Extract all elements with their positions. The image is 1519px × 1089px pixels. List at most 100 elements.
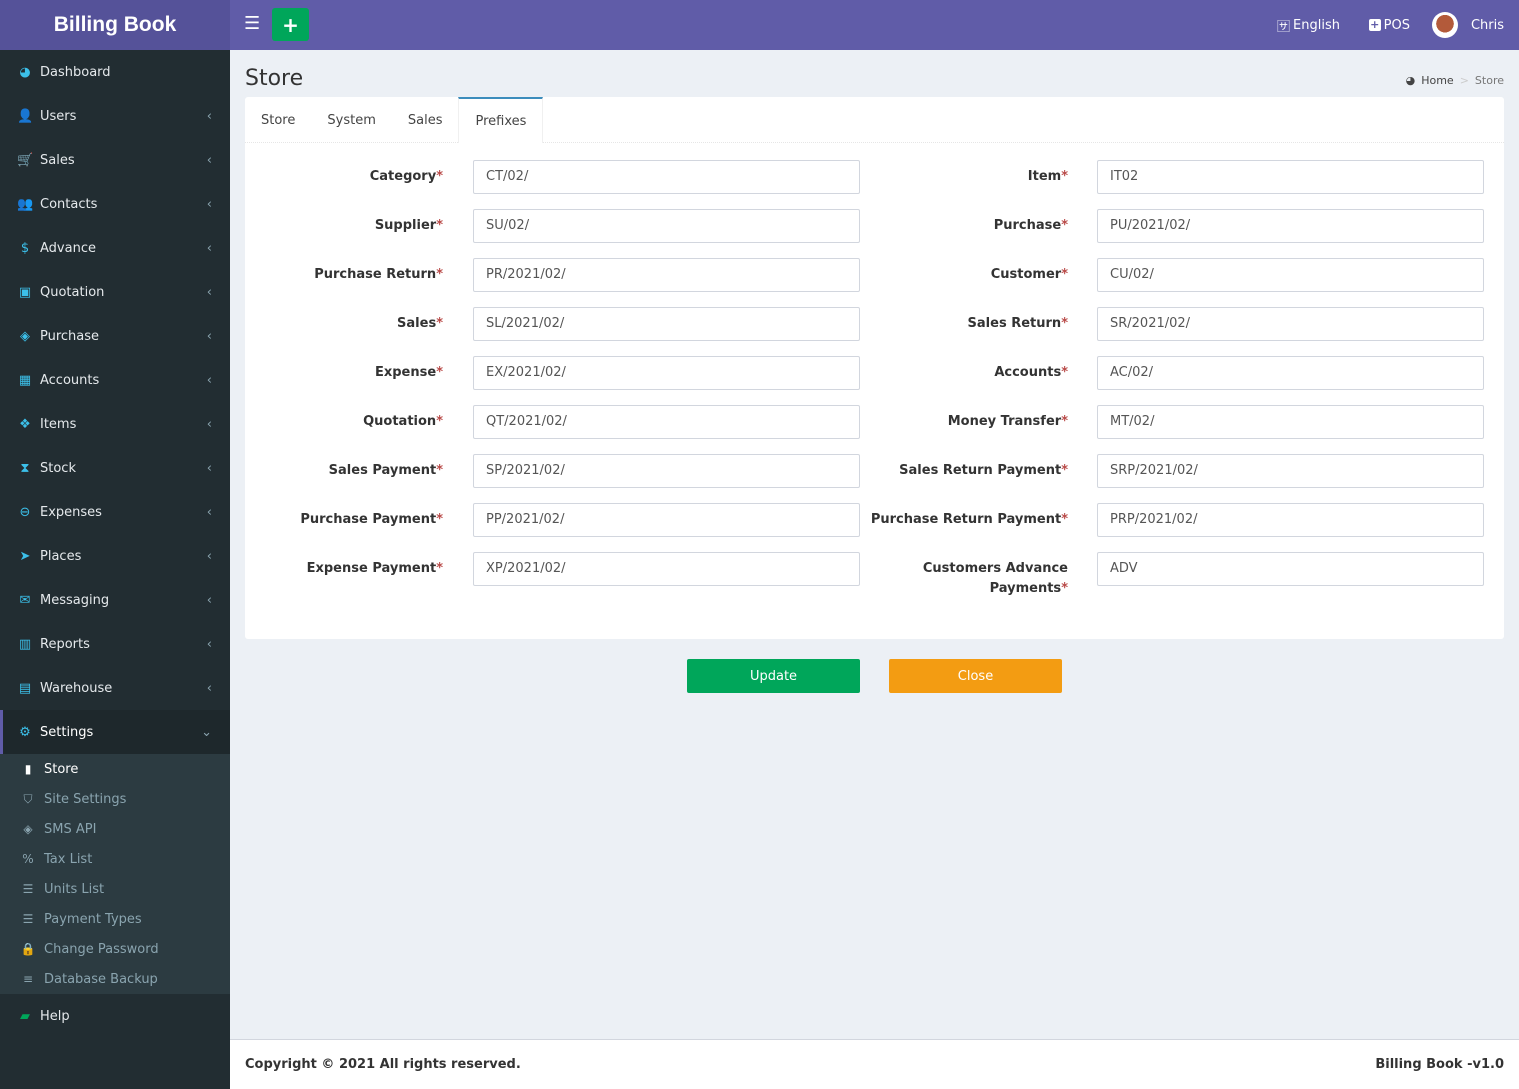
tab-system[interactable]: System bbox=[327, 112, 376, 128]
sales-return-prefix-input[interactable]: SR/2021/02/ bbox=[1097, 307, 1484, 341]
quotation-prefix-input[interactable]: QT/2021/02/ bbox=[473, 405, 860, 439]
purchase-payment-prefix-input[interactable]: PP/2021/02/ bbox=[473, 503, 860, 537]
accounts-prefix-input[interactable]: AC/02/ bbox=[1097, 356, 1484, 390]
field-label: Accounts* bbox=[870, 363, 1068, 383]
briefcase-icon: ▮ bbox=[24, 762, 32, 776]
user-menu[interactable]: Chris bbox=[1431, 0, 1504, 50]
quick-add-button[interactable]: + bbox=[272, 8, 309, 41]
sales-payment-prefix-input[interactable]: SP/2021/02/ bbox=[473, 454, 860, 488]
percent-icon: % bbox=[22, 852, 34, 866]
version-text: Billing Book -v1.0 bbox=[1375, 1057, 1504, 1072]
sidebar-item-warehouse[interactable]: ▤ Warehouse ‹ bbox=[0, 666, 230, 710]
language-selector[interactable]: 🈂 English bbox=[1277, 0, 1340, 50]
field-label: Purchase* bbox=[870, 216, 1068, 236]
field-label: Money Transfer* bbox=[870, 412, 1068, 432]
sidebar-item-sales[interactable]: 🛒 Sales ‹ bbox=[0, 138, 230, 182]
sidebar-item-label: Accounts bbox=[40, 372, 100, 388]
sales-return-payment-prefix-input[interactable]: SRP/2021/02/ bbox=[1097, 454, 1484, 488]
sidebar: ◕ Dashboard 👤 Users ‹ 🛒 Sales ‹ 👥 Contacts ‹ $ Advan… bbox=[0, 50, 230, 1089]
submenu-item-store[interactable]: ▮ Store bbox=[0, 754, 230, 784]
sidebar-item-label: Warehouse bbox=[40, 680, 113, 696]
field-label-text: Category bbox=[369, 169, 437, 184]
envelope-icon: ✉ bbox=[19, 592, 31, 608]
lock-icon: 🔒 bbox=[20, 942, 36, 956]
submenu-item-tax-list[interactable]: % Tax List bbox=[0, 844, 230, 874]
submenu-item-payment-types[interactable]: ☰ Payment Types bbox=[0, 904, 230, 934]
sidebar-item-purchase[interactable]: ◈ Purchase ‹ bbox=[0, 314, 230, 358]
sidebar-item-advance[interactable]: $ Advance ‹ bbox=[0, 226, 230, 270]
field-label: Expense Payment* bbox=[245, 559, 443, 579]
sidebar-item-label: Advance bbox=[40, 240, 96, 256]
cubes-icon: ❖ bbox=[19, 416, 31, 432]
expense-prefix-input[interactable]: EX/2021/02/ bbox=[473, 356, 860, 390]
breadcrumb-home[interactable]: Home bbox=[1421, 74, 1454, 87]
sidebar-item-quotation[interactable]: ▣ Quotation ‹ bbox=[0, 270, 230, 314]
submenu-item-sms-api[interactable]: ◈ SMS API bbox=[0, 814, 230, 844]
sales-prefix-input[interactable]: SL/2021/02/ bbox=[473, 307, 860, 341]
field-label-text: Expense bbox=[374, 365, 437, 380]
sidebar-item-items[interactable]: ❖ Items ‹ bbox=[0, 402, 230, 446]
sidebar-item-dashboard[interactable]: ◕ Dashboard bbox=[0, 50, 230, 94]
page-title: Store bbox=[245, 66, 304, 91]
field-label: Supplier* bbox=[245, 216, 443, 236]
chevron-down-icon: ⌄ bbox=[201, 724, 212, 740]
required-mark: * bbox=[436, 218, 443, 233]
close-button[interactable]: Close bbox=[889, 659, 1062, 693]
app-logo[interactable]: Billing Book bbox=[0, 0, 230, 50]
field-label: Sales Return Payment* bbox=[870, 461, 1068, 481]
chevron-left-icon: ‹ bbox=[206, 196, 212, 212]
sidebar-item-places[interactable]: ➤ Places ‹ bbox=[0, 534, 230, 578]
sidebar-item-messaging[interactable]: ✉ Messaging ‹ bbox=[0, 578, 230, 622]
menu-toggle-icon[interactable]: ☰ bbox=[244, 13, 261, 34]
required-mark: * bbox=[1061, 365, 1068, 380]
tab-sales[interactable]: Sales bbox=[407, 112, 443, 128]
calendar-plus-icon: ▣ bbox=[18, 284, 32, 300]
sidebar-item-help[interactable]: ▰ Help bbox=[0, 994, 230, 1038]
required-mark: * bbox=[436, 365, 443, 380]
item-prefix-input[interactable]: IT02 bbox=[1097, 160, 1484, 194]
field-label-text: Customer bbox=[990, 267, 1062, 282]
sidebar-item-label: Expenses bbox=[40, 504, 102, 520]
sidebar-item-label: Dashboard bbox=[40, 64, 111, 80]
chevron-left-icon: ‹ bbox=[206, 636, 212, 652]
tab-prefixes[interactable]: Prefixes bbox=[458, 97, 544, 143]
submenu-item-change-password[interactable]: 🔒 Change Password bbox=[0, 934, 230, 964]
dashboard-icon: ◕ bbox=[19, 64, 31, 80]
customers-advance-payments-prefix-input[interactable]: ADV bbox=[1097, 552, 1484, 586]
field-label: Sales Payment* bbox=[245, 461, 443, 481]
update-button[interactable]: Update bbox=[687, 659, 860, 693]
building-icon: ▤ bbox=[18, 680, 32, 696]
purchase-return-prefix-input[interactable]: PR/2021/02/ bbox=[473, 258, 860, 292]
expense-payment-prefix-input[interactable]: XP/2021/02/ bbox=[473, 552, 860, 586]
submenu-item-database-backup[interactable]: ≡ Database Backup bbox=[0, 964, 230, 994]
tab-store[interactable]: Store bbox=[261, 112, 296, 128]
purchase-return-payment-prefix-input[interactable]: PRP/2021/02/ bbox=[1097, 503, 1484, 537]
purchase-prefix-input[interactable]: PU/2021/02/ bbox=[1097, 209, 1484, 243]
language-icon: 🈂 bbox=[1277, 19, 1291, 35]
field-label: Customer* bbox=[870, 265, 1068, 285]
sidebar-item-settings[interactable]: ⚙ Settings ⌄ bbox=[0, 710, 230, 754]
user-plus-icon: 👤 bbox=[17, 108, 34, 124]
required-mark: * bbox=[436, 414, 443, 429]
sidebar-item-contacts[interactable]: 👥 Contacts ‹ bbox=[0, 182, 230, 226]
hourglass-icon: ⧗ bbox=[20, 460, 30, 476]
money-transfer-prefix-input[interactable]: MT/02/ bbox=[1097, 405, 1484, 439]
required-mark: * bbox=[436, 463, 443, 478]
supplier-prefix-input[interactable]: SU/02/ bbox=[473, 209, 860, 243]
sidebar-item-stock[interactable]: ⧗ Stock ‹ bbox=[0, 446, 230, 490]
sidebar-item-label: Reports bbox=[40, 636, 90, 652]
minus-circle-icon: ⊖ bbox=[19, 504, 31, 520]
sidebar-item-reports[interactable]: ▥ Reports ‹ bbox=[0, 622, 230, 666]
customer-prefix-input[interactable]: CU/02/ bbox=[1097, 258, 1484, 292]
category-prefix-input[interactable]: CT/02/ bbox=[473, 160, 860, 194]
sidebar-item-users[interactable]: 👤 Users ‹ bbox=[0, 94, 230, 138]
sidebar-item-accounts[interactable]: ▦ Accounts ‹ bbox=[0, 358, 230, 402]
dollar-icon: $ bbox=[20, 240, 30, 256]
sidebar-item-expenses[interactable]: ⊖ Expenses ‹ bbox=[0, 490, 230, 534]
pos-button[interactable]: + POS bbox=[1368, 0, 1410, 50]
submenu-item-site-settings[interactable]: ⛉ Site Settings bbox=[0, 784, 230, 814]
submenu-item-units-list[interactable]: ☰ Units List bbox=[0, 874, 230, 904]
required-mark: * bbox=[436, 561, 443, 576]
field-label: Customers Advance Payments* bbox=[870, 559, 1068, 599]
field-label-text: Expense Payment bbox=[306, 561, 437, 576]
